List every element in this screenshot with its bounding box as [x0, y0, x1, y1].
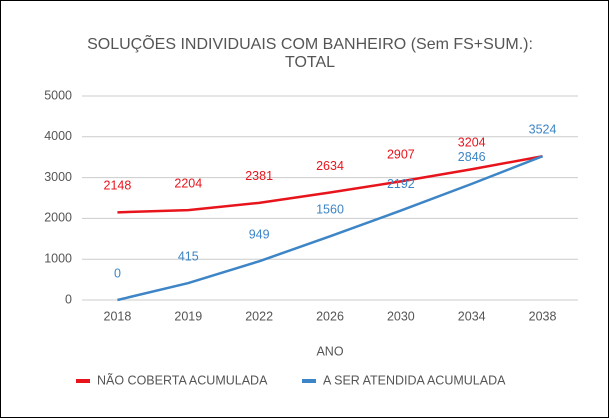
- line: [117, 154, 543, 214]
- y-tick-label: 2000: [44, 211, 72, 225]
- data-label: 0: [114, 266, 121, 280]
- data-label: 2204: [174, 176, 202, 190]
- data-label: 1560: [316, 203, 344, 217]
- x-tick-label: 2034: [458, 309, 486, 323]
- x-tick-label: 2026: [316, 309, 344, 323]
- x-tick-label: 2019: [174, 309, 202, 323]
- data-label: 2148: [104, 179, 132, 193]
- data-label: 949: [249, 228, 270, 242]
- x-tick-label: 2018: [104, 309, 132, 323]
- data-label: 3524: [529, 123, 557, 137]
- y-tick-label: 4000: [44, 129, 72, 143]
- data-label: 415: [178, 249, 199, 263]
- data-label: 2381: [245, 169, 273, 183]
- x-tick-label: 2030: [387, 309, 415, 323]
- data-label: 2907: [387, 148, 415, 162]
- y-tick-label: 0: [65, 292, 72, 306]
- y-tick-label: 5000: [44, 88, 72, 102]
- line: [117, 155, 544, 302]
- x-axis-label: ANO: [316, 344, 343, 358]
- y-tick-label: 1000: [44, 251, 72, 265]
- legend-label: A SER ATENDIDA ACUMULADA: [323, 373, 506, 387]
- data-label: 2192: [387, 177, 415, 191]
- x-tick-label: 2022: [245, 309, 273, 323]
- legend-label: NÃO COBERTA ACUMULADA: [97, 373, 268, 387]
- y-tick-label: 3000: [44, 170, 72, 184]
- data-label: 2634: [316, 159, 344, 173]
- data-label: 2846: [458, 150, 486, 164]
- chart-title: SOLUÇÕES INDIVIDUAIS COM BANHEIRO (Sem F…: [87, 36, 533, 71]
- data-label: 3204: [458, 136, 486, 150]
- x-tick-label: 2038: [529, 309, 557, 323]
